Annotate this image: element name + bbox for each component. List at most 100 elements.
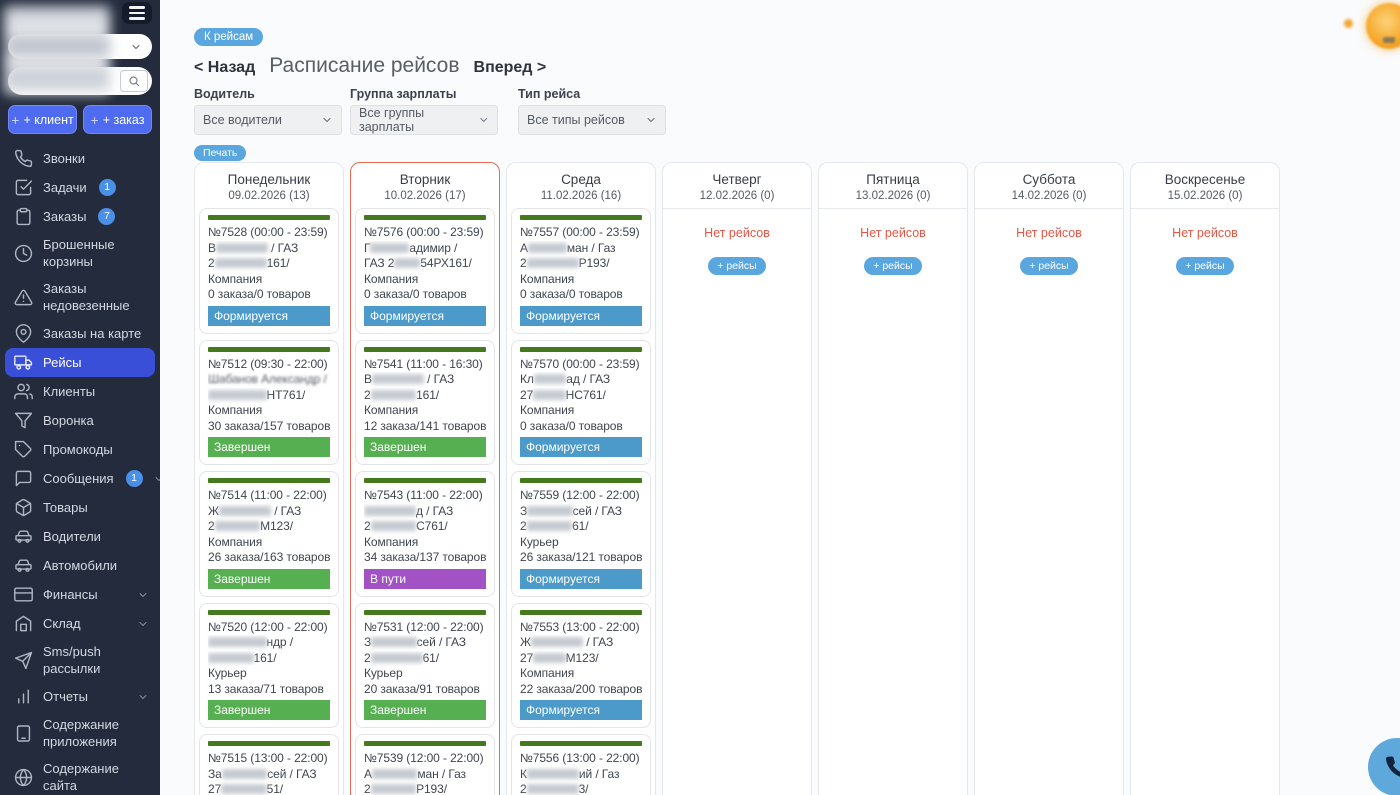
- flight-card[interactable]: №7556 (13:00 - 22:00)Кий / Газ23/Компани…: [511, 734, 651, 795]
- sidebar-item-sms-push[interactable]: Sms/push рассылки: [5, 638, 155, 682]
- sidebar-item-finance[interactable]: Финансы: [5, 580, 155, 609]
- sidebar-item-tasks[interactable]: Задачи 1: [5, 173, 155, 202]
- sidebar-item-abandoned-carts[interactable]: Брошенные корзины: [5, 231, 155, 275]
- blurred-text: [526, 521, 573, 531]
- add-client-button[interactable]: + + клиент: [8, 105, 77, 134]
- flight-status-badge: Формируется: [520, 437, 642, 457]
- page-title: Расписание рейсов: [269, 54, 460, 77]
- flight-card[interactable]: №7541 (11:00 - 16:30) В / ГАЗ 2 161/Компани…: [355, 339, 495, 465]
- flight-type: Курьер: [208, 666, 247, 680]
- sidebar-item-orders[interactable]: Заказы 7: [5, 202, 155, 231]
- users-icon: [14, 383, 33, 400]
- add-flights-button[interactable]: + рейсы: [864, 257, 922, 275]
- schedule-board: Понедельник 09.02.2026 (13) №7528 (00:00 -…: [194, 162, 1286, 795]
- blurred-text: [370, 521, 417, 531]
- flight-number-time: №7576 (00:00 - 23:59): [364, 225, 484, 239]
- flight-type: Компания: [364, 403, 419, 417]
- add-flights-button[interactable]: + рейсы: [1176, 257, 1234, 275]
- add-flights-button[interactable]: + рейсы: [1020, 257, 1078, 275]
- users-icon: [14, 382, 33, 401]
- warehouse-icon: [14, 614, 33, 633]
- flight-card[interactable]: №7514 (11:00 - 22:00) Ж / ГАЗ 2 М123/Компан…: [199, 471, 339, 597]
- chevron-down-icon: [479, 118, 487, 122]
- filter-label: Водитель: [194, 87, 255, 101]
- sidebar-item-label: Содержание сайта: [43, 761, 119, 793]
- blurred-text: [364, 505, 416, 516]
- bar-chart-icon: [14, 687, 33, 706]
- flight-color-strip: [520, 346, 642, 352]
- sidebar-item-app-content[interactable]: Содержание приложения: [5, 711, 155, 755]
- driver-info: 27 НС761/: [520, 387, 606, 402]
- driver-info: ГАЗ 2 54РХ161/: [364, 256, 472, 270]
- sidebar-item-funnel[interactable]: Воронка: [5, 406, 155, 435]
- driver-info: За сей / ГАЗ: [208, 766, 317, 781]
- flight-card[interactable]: №7512 (09:30 - 22:00) Шабанов Александр /…: [199, 339, 339, 465]
- to-flights-button[interactable]: К рейсам: [194, 28, 264, 46]
- flight-number-time: №7531 (12:00 - 22:00): [364, 619, 484, 634]
- flight-card[interactable]: №7543 (11:00 - 22:00) д / ГАЗ 2 С761/Компан…: [355, 471, 495, 597]
- flight-card[interactable]: №7528 (00:00 - 23:59) В / ГАЗ 2 161/Компани…: [199, 208, 339, 334]
- blurred-text: [370, 242, 410, 253]
- blurred-text: [533, 389, 566, 400]
- title-row: < Назад Расписание рейсов Вперед >: [194, 54, 1400, 78]
- globe-icon: [14, 768, 33, 786]
- car-icon: [14, 556, 33, 575]
- flight-number-time: №7570 (00:00 - 23:59): [520, 356, 640, 371]
- add-flights-button[interactable]: + рейсы: [708, 257, 766, 275]
- search-button[interactable]: [120, 70, 148, 92]
- blurred-text: [530, 637, 583, 647]
- box-icon: [14, 498, 33, 517]
- sidebar-item-products[interactable]: Товары: [5, 493, 155, 522]
- blurred-text: [526, 784, 579, 794]
- day-date: 10.02.2026 (17): [384, 190, 466, 202]
- flight-card[interactable]: №7553 (13:00 - 22:00) Ж / ГАЗ 27 М123/Компа…: [511, 602, 651, 728]
- week-forward-link[interactable]: Вперед >: [473, 59, 547, 76]
- day-column-header: Суббота 14.02.2026 (0): [979, 167, 1119, 208]
- tag-icon: [14, 440, 32, 458]
- flight-type-select[interactable]: Все типы рейсов: [518, 105, 666, 135]
- blurred-text: [371, 768, 418, 779]
- add-order-button[interactable]: + + заказ: [83, 105, 152, 134]
- flight-number-time: №7556 (13:00 - 22:00): [520, 751, 640, 765]
- flight-card[interactable]: №7570 (00:00 - 23:59) Кл ад / ГАЗ 27 НС761/К…: [511, 339, 651, 465]
- sidebar-item-messages[interactable]: Сообщения 1: [5, 464, 160, 493]
- sidebar-item-clients[interactable]: Клиенты: [5, 377, 155, 406]
- hamburger-menu-icon[interactable]: [122, 2, 152, 24]
- driver-info: 161/: [208, 651, 330, 667]
- blurred-text: [533, 374, 567, 384]
- chevron-down-icon: [137, 691, 149, 703]
- sidebar-item-flights[interactable]: Рейсы: [5, 348, 155, 377]
- sidebar-item-undelivered-orders[interactable]: Заказы недовезенные: [5, 275, 155, 319]
- alert-triangle-icon: [14, 288, 33, 307]
- sidebar-item-label: Товары: [43, 500, 88, 515]
- flight-card[interactable]: №7520 (12:00 - 22:00) ндр /161/Курьер 13 з…: [199, 602, 339, 728]
- print-button[interactable]: Печать: [194, 145, 247, 161]
- blurred-text: [370, 784, 417, 794]
- sidebar-item-reports[interactable]: Отчеты: [5, 682, 155, 711]
- sidebar-item-calls[interactable]: Звонки: [5, 144, 155, 173]
- day-column-2: Вторник 10.02.2026 (17) №7576 (00:00 - 23:…: [350, 162, 500, 795]
- sidebar-item-label: Промокоды: [43, 442, 113, 457]
- sidebar-item-drivers[interactable]: Водители: [5, 522, 155, 551]
- sidebar-item-cars[interactable]: Автомобили: [5, 551, 155, 580]
- sidebar-item-orders-on-map[interactable]: Заказы на карте: [5, 319, 155, 348]
- flight-type: Компания: [520, 666, 575, 680]
- week-back-link[interactable]: < Назад: [194, 59, 256, 76]
- driver-select[interactable]: Все водители: [194, 105, 342, 135]
- salary-group-select[interactable]: Все группы зарплаты: [350, 105, 498, 135]
- day-column-1: Понедельник 09.02.2026 (13) №7528 (00:00 -…: [194, 162, 344, 795]
- sidebar-item-promocodes[interactable]: Промокоды: [5, 435, 155, 464]
- blurred-text: [371, 374, 424, 384]
- assistant-glow-icon[interactable]: [1366, 3, 1400, 49]
- sidebar-item-site-content[interactable]: Содержание сайта: [5, 755, 155, 795]
- sidebar-item-warehouse[interactable]: Склад: [5, 609, 155, 638]
